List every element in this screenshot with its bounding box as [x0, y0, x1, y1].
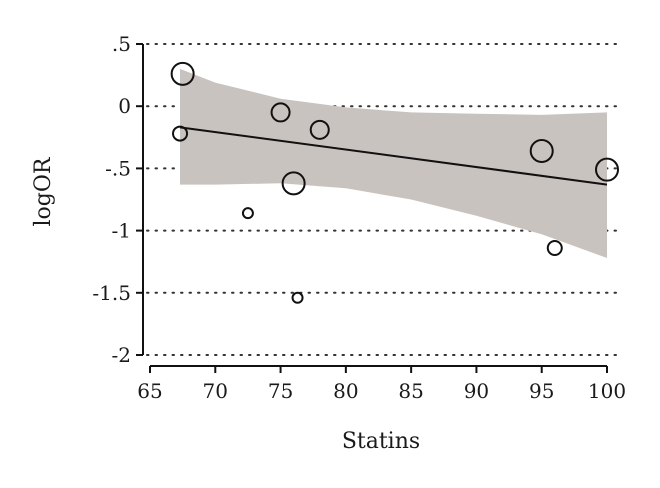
data-point-4	[281, 171, 306, 196]
y-tick-label-0: .5	[112, 32, 131, 56]
data-point-8	[546, 240, 563, 257]
fit-line-group	[179, 126, 608, 186]
x-tick-label-4: 85	[398, 379, 423, 403]
data-point-6	[309, 119, 330, 140]
x-tick-label-3: 80	[333, 379, 358, 403]
data-point-1	[172, 125, 189, 142]
tick-labels: .5 0 -.5 -1 -1.5 -265 70 75 80 85 90 95 100	[92, 32, 626, 403]
data-point-7	[529, 138, 554, 163]
x-tick-label-6: 95	[529, 379, 554, 403]
confidence-band	[180, 68, 607, 259]
axes	[136, 43, 608, 373]
y-tick-label-3: -1	[112, 219, 131, 243]
data-points	[170, 61, 619, 304]
data-point-3	[270, 102, 291, 123]
y-tick-label-2: -.5	[105, 156, 131, 180]
x-tick-label-0: 65	[137, 379, 162, 403]
x-tick-label-7: 100	[588, 379, 626, 403]
x-tick-label-2: 75	[268, 379, 293, 403]
x-axis-title: Statins	[342, 429, 420, 454]
y-axis-title: logOR	[31, 156, 56, 226]
x-tick-label-1: 70	[203, 379, 228, 403]
data-point-2	[241, 207, 254, 220]
y-tick-label-1: 0	[118, 94, 131, 118]
regression-line	[179, 126, 608, 186]
y-tick-label-4: -1.5	[92, 281, 131, 305]
y-tick-label-5: -2	[112, 343, 131, 367]
confidence-band-group	[180, 68, 607, 259]
data-point-5	[291, 291, 304, 304]
data-point-0	[170, 61, 195, 86]
data-point-9	[595, 157, 619, 182]
x-tick-label-5: 90	[464, 379, 489, 403]
